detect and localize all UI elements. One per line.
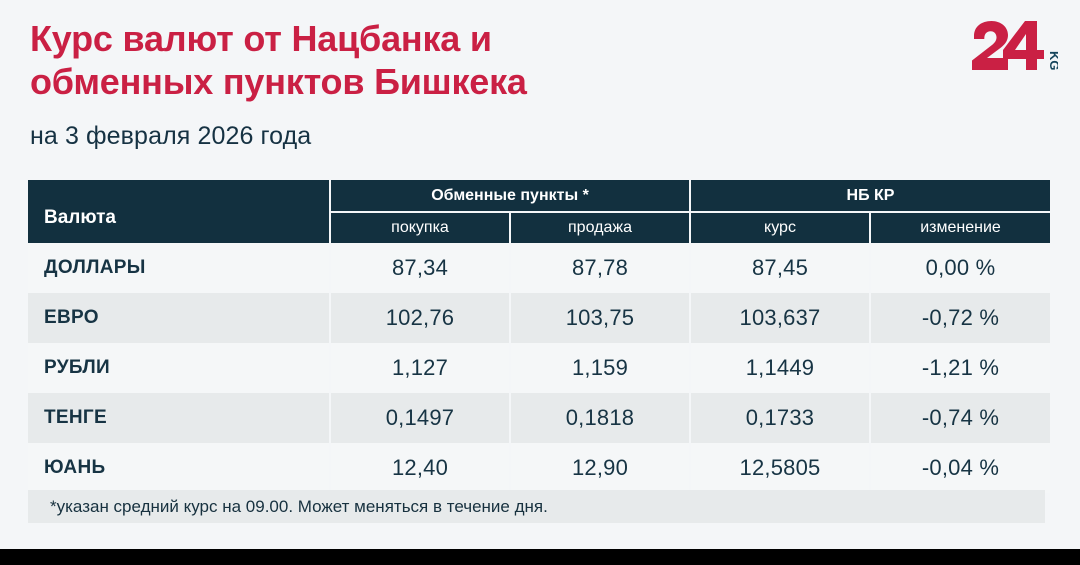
cell-currency: ЕВРО — [28, 293, 330, 343]
cell-buy: 1,127 — [329, 343, 510, 393]
cell-change: 0,00 % — [869, 243, 1050, 293]
svg-text:KG: KG — [1047, 51, 1058, 71]
table-row: ТЕНГЕ 0,1497 0,1818 0,1733 -0,74 % — [28, 393, 1050, 443]
rates-table-container: Валюта Обменные пункты * НБ КР покупка п… — [28, 180, 1050, 493]
table-head: Валюта Обменные пункты * НБ КР покупка п… — [28, 180, 1050, 243]
page-title: Курс валют от Нацбанка и обменных пункто… — [30, 18, 527, 102]
table-row: ЕВРО 102,76 103,75 103,637 -0,72 % — [28, 293, 1050, 343]
cell-sell: 1,159 — [509, 343, 690, 393]
column-header-sell: продажа — [509, 212, 690, 243]
cell-change: -0,04 % — [869, 443, 1050, 493]
cell-rate: 12,5805 — [689, 443, 870, 493]
cell-sell: 103,75 — [509, 293, 690, 343]
bottom-bar — [0, 549, 1080, 565]
cell-sell: 12,90 — [509, 443, 690, 493]
group-header-exchange-offices: Обменные пункты * — [330, 180, 690, 213]
cell-rate: 87,45 — [689, 243, 870, 293]
table-footnote: *указан средний курс на 09.00. Может мен… — [28, 490, 1045, 523]
cell-sell: 0,1818 — [509, 393, 690, 443]
cell-rate: 1,1449 — [689, 343, 870, 393]
table-row: РУБЛИ 1,127 1,159 1,1449 -1,21 % — [28, 343, 1050, 393]
header-row-subcolumns: покупка продажа курс изменение — [28, 212, 1050, 243]
header: Курс валют от Нацбанка и обменных пункто… — [30, 18, 970, 151]
cell-buy: 87,34 — [329, 243, 510, 293]
rates-table: Валюта Обменные пункты * НБ КР покупка п… — [28, 180, 1050, 493]
column-header-currency: Валюта — [28, 180, 331, 243]
cell-buy: 0,1497 — [329, 393, 510, 443]
cell-change: -0,72 % — [869, 293, 1050, 343]
cell-rate: 0,1733 — [689, 393, 870, 443]
cell-currency: РУБЛИ — [28, 343, 330, 393]
logo-24-icon: KG — [972, 21, 1058, 71]
column-header-change: изменение — [869, 212, 1050, 243]
table-row: ДОЛЛАРЫ 87,34 87,78 87,45 0,00 % — [28, 243, 1050, 293]
cell-currency: ДОЛЛАРЫ — [28, 243, 330, 293]
group-header-nbkr: НБ КР — [689, 180, 1050, 213]
cell-rate: 103,637 — [689, 293, 870, 343]
cell-buy: 12,40 — [329, 443, 510, 493]
cell-currency: ТЕНГЕ — [28, 393, 330, 443]
column-header-rate: курс — [689, 212, 870, 243]
header-row-groups: Валюта Обменные пункты * НБ КР — [28, 180, 1050, 243]
table-body: ДОЛЛАРЫ 87,34 87,78 87,45 0,00 % ЕВРО 10… — [28, 243, 1050, 493]
cell-buy: 102,76 — [329, 293, 510, 343]
cell-sell: 87,78 — [509, 243, 690, 293]
brand-logo-24kg: KG — [970, 20, 1058, 76]
column-header-buy: покупка — [329, 212, 510, 243]
cell-currency: ЮАНЬ — [28, 443, 330, 493]
cell-change: -0,74 % — [869, 393, 1050, 443]
cell-change: -1,21 % — [869, 343, 1050, 393]
page-subtitle: на 3 февраля 2026 года — [30, 121, 312, 150]
table-row: ЮАНЬ 12,40 12,90 12,5805 -0,04 % — [28, 443, 1050, 493]
